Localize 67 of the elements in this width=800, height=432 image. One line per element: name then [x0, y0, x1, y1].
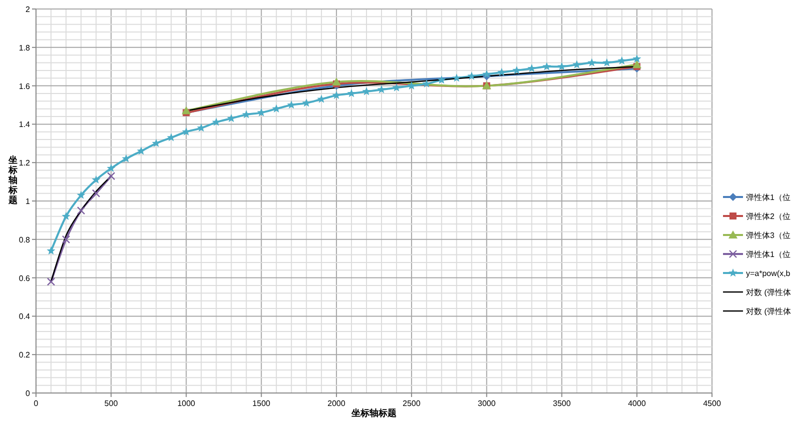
x-tick-label: 0 — [34, 399, 39, 408]
point — [558, 62, 566, 70]
x-tick-label: 4500 — [703, 399, 722, 408]
point — [632, 60, 642, 68]
point — [76, 190, 86, 199]
y-tick-label: 1.4 — [18, 120, 31, 130]
x-axis-title: 坐标轴标题 — [350, 408, 396, 418]
point — [242, 110, 251, 118]
point — [107, 172, 116, 180]
point — [332, 77, 341, 86]
point — [467, 72, 476, 80]
legend-label: y=a*pow(x,b — [746, 269, 791, 278]
x-tick-label: 2000 — [328, 399, 346, 408]
point — [106, 164, 116, 172]
y-tick-label: 0 — [26, 389, 31, 398]
point — [527, 64, 536, 72]
y-tick-label: 0.4 — [18, 312, 31, 322]
point — [482, 70, 491, 78]
point — [618, 56, 626, 64]
point — [332, 90, 341, 100]
point — [588, 58, 596, 66]
x-tick-label: 1500 — [252, 399, 271, 408]
legend-label: 弹性体1（位 — [746, 193, 790, 202]
x-tick-label: 2500 — [402, 399, 422, 408]
legend-label: 对数 (弹性体 — [746, 288, 791, 297]
point — [182, 106, 191, 114]
x-tick-label: 3000 — [478, 399, 496, 408]
point — [92, 175, 100, 184]
point — [602, 58, 612, 66]
legend-label: 弹性体1（位 — [746, 250, 790, 259]
y-tick-label: 0.6 — [18, 274, 31, 283]
y-tick-label: 1.8 — [18, 43, 31, 52]
point — [46, 246, 56, 255]
point — [407, 81, 416, 90]
point — [347, 88, 356, 98]
y-tick-label: 1.2 — [18, 158, 31, 168]
point — [392, 83, 401, 92]
point — [437, 76, 446, 84]
y-tick-label: 1 — [26, 197, 31, 206]
point — [62, 212, 70, 220]
y-tick-label: 0.2 — [18, 350, 31, 360]
point — [362, 87, 371, 96]
y-tick-label: 2 — [26, 5, 31, 14]
x-tick-label: 500 — [104, 399, 118, 408]
x-tick-label: 1000 — [177, 399, 196, 408]
y-axis-title: 坐标轴标题 — [8, 155, 18, 205]
point — [497, 68, 506, 76]
y-tick-label: 0.8 — [18, 235, 31, 244]
point — [122, 154, 130, 162]
point — [152, 138, 160, 148]
point — [542, 62, 552, 70]
point — [452, 74, 461, 82]
legend-label: 对数 (弹性体 — [746, 307, 791, 316]
y-tick-label: 1.6 — [18, 82, 31, 91]
x-tick-label: 3500 — [552, 399, 572, 408]
point — [46, 278, 56, 286]
x-tick-label: 4000 — [628, 399, 646, 408]
point — [632, 54, 642, 63]
point — [136, 146, 146, 155]
point — [92, 189, 100, 198]
legend-label: 弹性体3（位 — [746, 231, 790, 240]
point — [572, 60, 582, 68]
point — [62, 235, 70, 244]
legend-label: 弹性体2（位 — [746, 212, 790, 221]
point — [512, 66, 521, 74]
point — [377, 85, 386, 94]
point — [76, 206, 86, 215]
